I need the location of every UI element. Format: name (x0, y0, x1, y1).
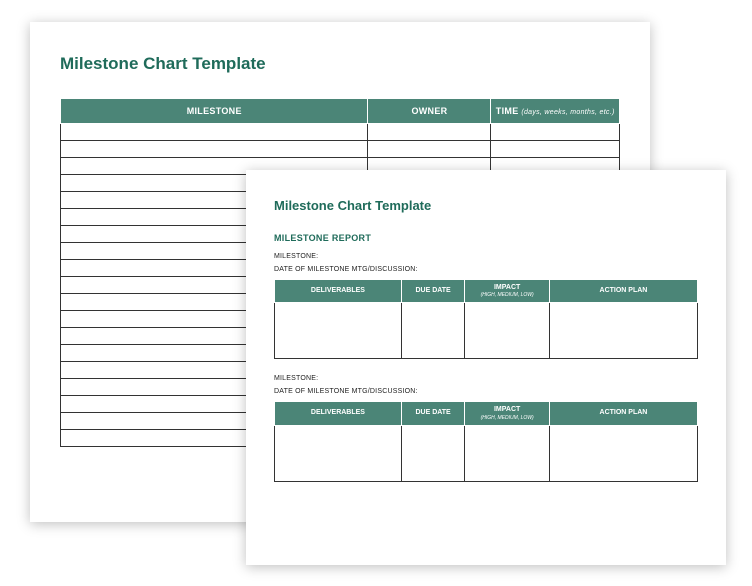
back-title: Milestone Chart Template (60, 54, 620, 74)
table-row (275, 425, 698, 481)
milestone-block-2: MILESTONE: DATE OF MILESTONE MTG/DISCUSS… (274, 375, 698, 481)
table-row (61, 124, 620, 141)
front-col-actionplan: ACTION PLAN (549, 402, 697, 425)
front-col-deliverables: DELIVERABLES (275, 402, 402, 425)
milestone-label-2: MILESTONE: (274, 375, 698, 382)
front-col-impact-main: IMPACT (494, 284, 520, 291)
front-col-impact-main: IMPACT (494, 406, 520, 413)
back-col-milestone: MILESTONE (61, 99, 368, 124)
table-row (275, 303, 698, 359)
front-title: Milestone Chart Template (274, 198, 698, 213)
back-col-owner: OWNER (368, 99, 491, 124)
front-col-impact: IMPACT (HIGH, MEDIUM, LOW) (465, 402, 550, 425)
date-label-1: DATE OF MILESTONE MTG/DISCUSSION: (274, 266, 698, 273)
front-col-impact-sub: (HIGH, MEDIUM, LOW) (467, 415, 547, 421)
milestone-block-1: MILESTONE: DATE OF MILESTONE MTG/DISCUSS… (274, 253, 698, 359)
back-col-time: TIME (days, weeks, months, etc.) (491, 99, 620, 124)
front-col-impact: IMPACT (HIGH, MEDIUM, LOW) (465, 280, 550, 303)
milestone-label-1: MILESTONE: (274, 253, 698, 260)
date-label-2: DATE OF MILESTONE MTG/DISCUSSION: (274, 388, 698, 395)
front-col-deliverables: DELIVERABLES (275, 280, 402, 303)
front-table-1: DELIVERABLES DUE DATE IMPACT (HIGH, MEDI… (274, 279, 698, 359)
table-row (61, 141, 620, 158)
front-col-actionplan: ACTION PLAN (549, 280, 697, 303)
front-col-impact-sub: (HIGH, MEDIUM, LOW) (467, 292, 547, 298)
back-col-time-main: TIME (496, 106, 519, 116)
back-col-time-sub: (days, weeks, months, etc.) (521, 109, 614, 116)
front-col-duedate: DUE DATE (401, 280, 464, 303)
page-front: Milestone Chart Template MILESTONE REPOR… (246, 170, 726, 565)
front-col-duedate: DUE DATE (401, 402, 464, 425)
report-heading: MILESTONE REPORT (274, 233, 698, 243)
front-table-2: DELIVERABLES DUE DATE IMPACT (HIGH, MEDI… (274, 401, 698, 481)
